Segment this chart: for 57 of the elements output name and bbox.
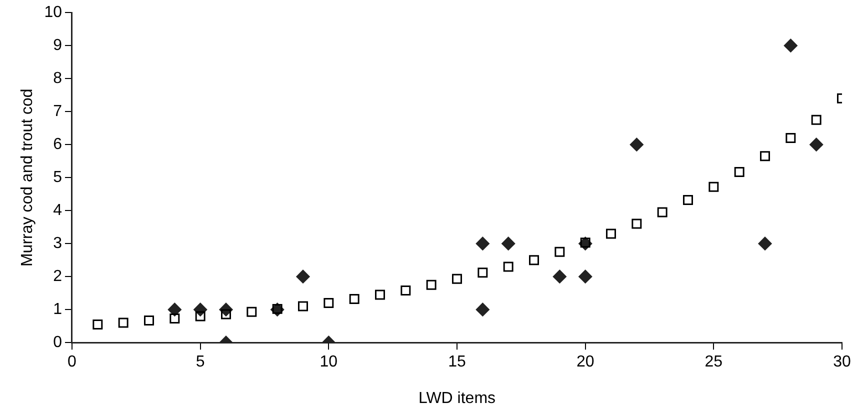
point [246,306,257,317]
y-tick-label: 8 [53,70,62,88]
point [502,236,516,250]
point [296,270,310,284]
point [118,318,128,328]
point [144,316,154,326]
x-tick-label: 15 [448,354,466,371]
x-tick-label: 25 [704,354,723,371]
point [452,274,462,284]
point [195,311,206,322]
y-tick-label: 2 [53,268,62,286]
point [170,314,180,324]
x-tick-label: 5 [196,354,205,371]
point [810,138,824,152]
x-axis-title: LWD items [418,390,496,407]
point [476,302,490,316]
x-tick-label: 10 [320,354,338,371]
point [426,280,436,290]
point [349,294,360,304]
y-tick-label: 0 [53,334,62,352]
point [734,167,744,177]
point [168,302,182,316]
point [400,285,411,296]
point [554,246,565,257]
y-tick-label: 7 [53,103,62,120]
y-tick-label: 9 [53,37,62,54]
point [760,151,770,162]
point [811,114,822,125]
point [657,207,668,218]
y-tick-label: 3 [53,235,62,252]
point [298,301,308,312]
point [578,270,592,284]
point [606,228,616,239]
x-tick-label: 0 [68,354,77,371]
y-axis-title: Murray cod and trout cod [19,88,36,267]
point [708,182,719,192]
point [324,298,334,308]
point [529,255,539,266]
y-tick-label: 1 [53,301,62,318]
y-tick-label: 6 [53,136,62,154]
point [503,262,514,272]
point [683,195,693,206]
point [784,38,798,52]
x-tick-label: 20 [576,354,594,371]
point [552,270,566,284]
point [92,319,103,330]
point [375,290,385,300]
y-tick-label: 10 [44,4,62,22]
point [630,138,644,152]
y-tick-label: 4 [53,202,62,220]
point [478,268,488,278]
y-tick-label: 5 [53,169,62,186]
x-tick-label: 30 [833,354,851,371]
point [476,236,490,250]
point [786,133,796,143]
point [758,236,772,250]
point [632,218,642,229]
